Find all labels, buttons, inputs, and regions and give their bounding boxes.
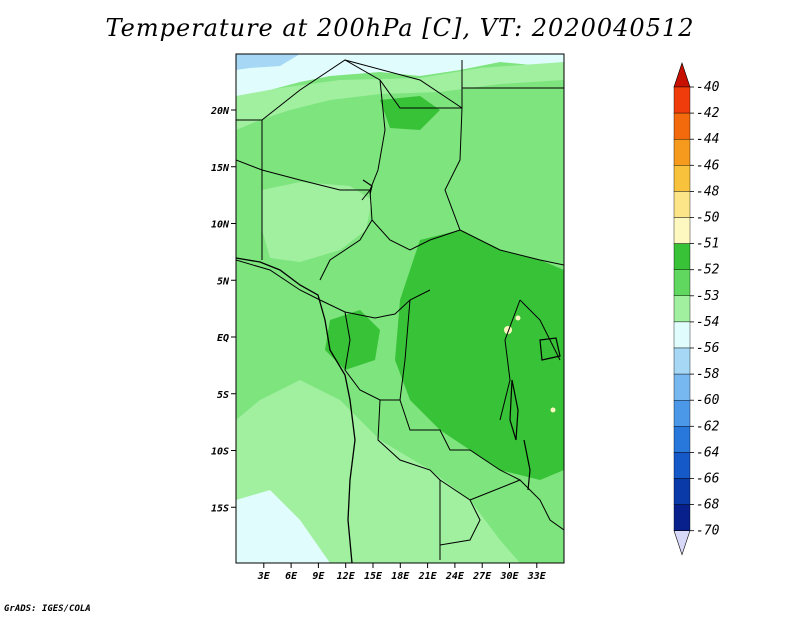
lon-tick-label: 24E [445, 571, 465, 582]
lat-tick-label: 20N [210, 106, 230, 117]
colorbar-label: -58 [696, 367, 720, 382]
colorbar-top-arrow [673, 62, 691, 88]
lat-tick-label: EQ [217, 333, 229, 344]
lat-tick-label: 5N [217, 276, 230, 287]
field-54-southwest [236, 380, 520, 563]
colorbar-label: -42 [696, 106, 720, 121]
longitude-axis: 3E 6E 9E 12E 15E 18E 21E 24E 27E 30E 33E [257, 563, 547, 582]
lon-tick-label: 33E [527, 571, 547, 582]
lat-tick-label: 5S [217, 390, 229, 401]
colorbar-box [673, 452, 691, 479]
colorbar-label: -56 [696, 341, 720, 356]
grads-credit: GrADS: IGES/COLA [4, 604, 91, 614]
lon-tick-label: 3E [257, 571, 271, 582]
colorbar-box [673, 138, 691, 166]
lon-tick-label: 30E [499, 571, 519, 582]
lon-tick-label: 15E [364, 571, 383, 582]
colorbar-label: -44 [696, 132, 719, 147]
colorbar-box [673, 191, 691, 218]
colorbar-box [673, 269, 691, 297]
colorbar-box [673, 504, 691, 531]
colorbar-box [673, 347, 691, 375]
colorbar-label: -51 [696, 237, 719, 252]
colorbar-box [673, 112, 691, 140]
lat-tick-label: 15N [211, 163, 230, 174]
lon-tick-label: 21E [418, 571, 438, 582]
field-51-spot [515, 315, 521, 321]
colorbar-box [673, 373, 691, 401]
colorbar-label: -54 [696, 315, 719, 330]
map-title: Temperature at 200hPa [C], VT: 202004051… [105, 14, 695, 42]
colorbar-box [673, 295, 691, 323]
colorbar-box [673, 321, 691, 349]
field-51-spot [550, 407, 556, 413]
colorbar-box [673, 86, 691, 114]
colorbar-box [673, 217, 691, 244]
colorbar: -40 -42 -44 -46 -48 -50 -51 -52 -53 -54 -56 -58 -60 -… [673, 62, 720, 556]
colorbar-box [673, 426, 691, 453]
colorbar-label: -46 [696, 158, 720, 173]
lat-tick-label: 10N [211, 220, 230, 231]
colorbar-box [673, 400, 691, 427]
lakes [362, 179, 561, 491]
colorbar-label: -50 [696, 211, 720, 226]
latitude-axis: 20N 15N 10N 5N EQ 5S 10S 15S [210, 106, 236, 514]
colorbar-label: -53 [696, 289, 719, 304]
lon-tick-label: 27E [472, 571, 492, 582]
field-54-band [236, 62, 564, 130]
field-54-southwest-cyan [236, 490, 330, 563]
colorbar-label: -66 [696, 472, 720, 487]
field-52-central [395, 230, 564, 480]
lon-tick-label: 6E [285, 571, 298, 582]
colorbar-box [673, 243, 691, 270]
coastline [236, 257, 356, 563]
colorbar-label: -70 [696, 524, 720, 539]
lon-tick-label: 18E [391, 571, 410, 582]
lon-tick-label: 9E [312, 571, 325, 582]
colorbar-label: -60 [696, 393, 720, 408]
field-52-north [380, 96, 440, 130]
colorbar-label: -68 [696, 498, 720, 513]
colorbar-box [673, 478, 691, 505]
colorbar-label: -52 [696, 263, 720, 278]
field-56-north [236, 54, 300, 70]
lat-tick-label: 15S [211, 503, 229, 514]
field-54-west [262, 182, 372, 262]
colorbar-bottom-arrow [673, 530, 691, 556]
lat-tick-label: 10S [211, 447, 229, 458]
field-54-north [236, 54, 564, 98]
colorbar-label: -40 [696, 80, 720, 95]
field-52-west [325, 310, 380, 370]
colorbar-label: -62 [696, 419, 720, 434]
colorbar-label: -48 [696, 184, 720, 199]
temperature-field [236, 54, 564, 563]
colorbar-label: -64 [696, 445, 719, 460]
lon-tick-label: 12E [337, 571, 356, 582]
colorbar-box [673, 165, 691, 192]
